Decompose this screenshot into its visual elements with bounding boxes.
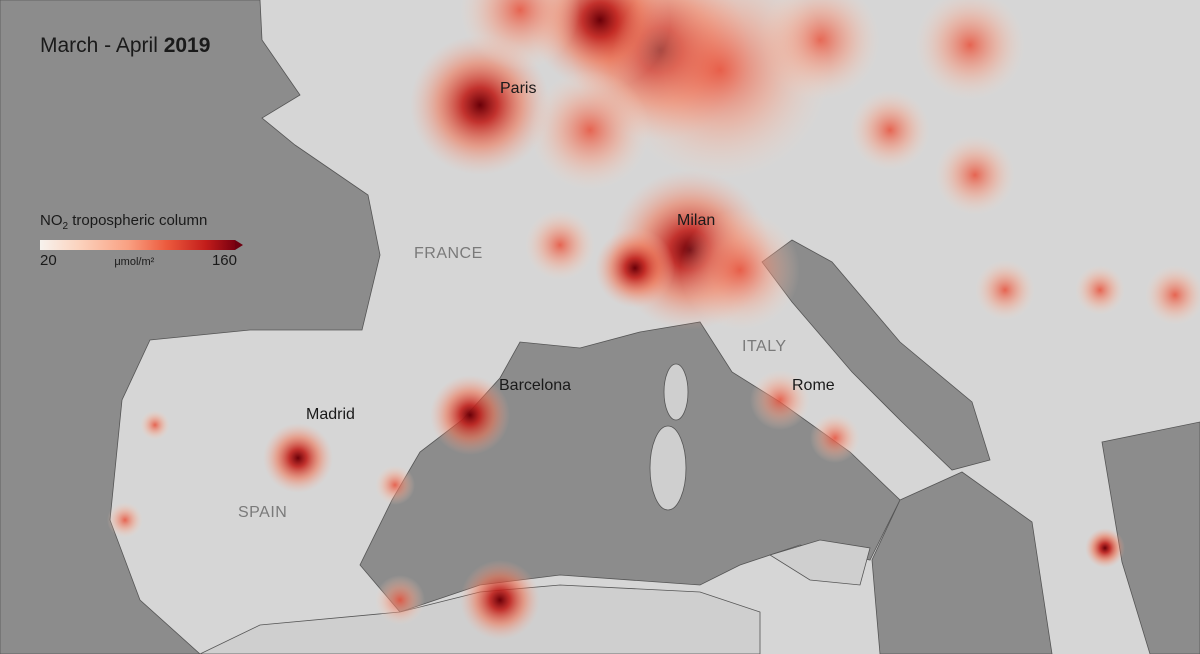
no2-plume (1075, 265, 1125, 315)
city-label-paris: Paris (500, 80, 537, 97)
legend-unit: μmol/m² (114, 256, 155, 268)
no2-plume (850, 90, 930, 170)
country-label-spain: SPAIN (238, 504, 288, 521)
no2-plume (1145, 265, 1200, 325)
no2-plume (610, 0, 830, 180)
legend-title: NO2 tropospheric column (40, 212, 240, 232)
country-label-france: FRANCE (414, 245, 483, 262)
no2-plume (975, 260, 1035, 320)
legend-title-pre: NO (40, 212, 63, 229)
no2-plume (680, 210, 800, 330)
no2-plume (750, 370, 810, 430)
city-label-rome: Rome (792, 377, 835, 394)
map-title: March - April 2019 (40, 34, 210, 58)
no2-plume (430, 375, 510, 455)
title-period: March - April (40, 34, 164, 57)
no2-plume (140, 410, 170, 440)
no2-plume (107, 502, 143, 538)
legend-title-post: tropospheric column (68, 212, 208, 229)
no2-plume (460, 560, 540, 640)
legend-min: 20 (40, 252, 57, 269)
no2-plume (263, 423, 333, 493)
city-label-milan: Milan (677, 212, 716, 229)
no2-plume (375, 465, 415, 505)
corsica (663, 363, 689, 421)
title-year: 2019 (163, 34, 211, 57)
legend-title-sub: 2 (62, 221, 69, 232)
country-label-italy: ITALY (742, 338, 787, 355)
no2-plume (915, 0, 1025, 100)
no2-plume (525, 210, 595, 280)
no2-plume (530, 70, 650, 190)
legend: NO2 tropospheric column 20 μmol/m² 160 (40, 212, 243, 269)
sicily (769, 539, 871, 586)
no2-plume (595, 228, 675, 308)
atlantic-ocean (0, 0, 381, 654)
color-scale-bar (40, 240, 243, 250)
city-label-barcelona: Barcelona (499, 377, 572, 394)
no2-plume (810, 413, 860, 463)
sardinia (649, 425, 687, 511)
ionian-sea (871, 471, 1053, 654)
no2-plume (935, 135, 1015, 215)
no2-plume (375, 575, 425, 625)
no2-plume (460, 0, 580, 70)
no2-plume (1085, 528, 1125, 568)
city-label-madrid: Madrid (306, 406, 355, 423)
no2-plume (410, 35, 550, 175)
legend-max: 160 (211, 252, 237, 269)
